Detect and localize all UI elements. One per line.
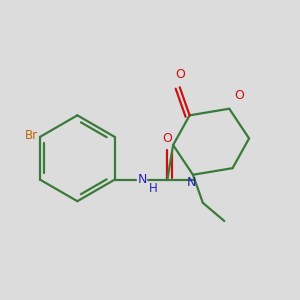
Text: O: O: [162, 132, 172, 145]
Text: N: N: [187, 176, 196, 189]
Text: N: N: [138, 172, 147, 186]
Text: H: H: [148, 182, 157, 196]
Text: O: O: [175, 68, 185, 81]
Text: Br: Br: [24, 129, 38, 142]
Text: O: O: [234, 89, 244, 102]
